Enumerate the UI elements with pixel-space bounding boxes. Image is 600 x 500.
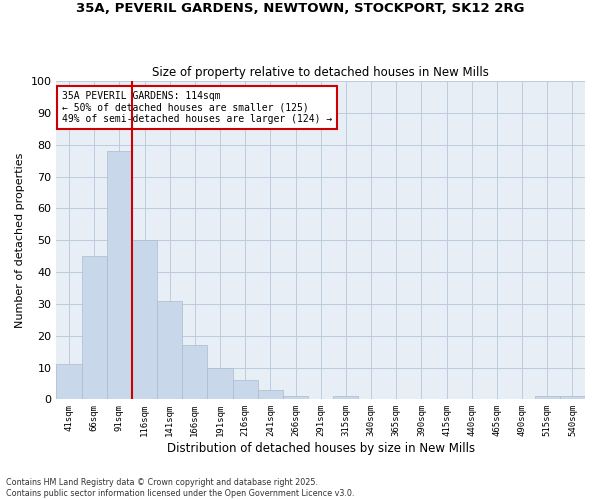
Bar [182, 345, 208, 400]
Bar [233, 380, 258, 400]
Bar [132, 240, 157, 400]
Bar [107, 151, 132, 400]
Bar [208, 368, 233, 400]
Bar [560, 396, 585, 400]
X-axis label: Distribution of detached houses by size in New Mills: Distribution of detached houses by size … [167, 442, 475, 455]
Text: 35A, PEVERIL GARDENS, NEWTOWN, STOCKPORT, SK12 2RG: 35A, PEVERIL GARDENS, NEWTOWN, STOCKPORT… [76, 2, 524, 16]
Bar [333, 396, 358, 400]
Bar [157, 300, 182, 400]
Title: Size of property relative to detached houses in New Mills: Size of property relative to detached ho… [152, 66, 489, 78]
Bar [535, 396, 560, 400]
Bar [283, 396, 308, 400]
Y-axis label: Number of detached properties: Number of detached properties [15, 152, 25, 328]
Bar [56, 364, 82, 400]
Bar [258, 390, 283, 400]
Text: 35A PEVERIL GARDENS: 114sqm
← 50% of detached houses are smaller (125)
49% of se: 35A PEVERIL GARDENS: 114sqm ← 50% of det… [62, 90, 332, 124]
Text: Contains HM Land Registry data © Crown copyright and database right 2025.
Contai: Contains HM Land Registry data © Crown c… [6, 478, 355, 498]
Bar [82, 256, 107, 400]
